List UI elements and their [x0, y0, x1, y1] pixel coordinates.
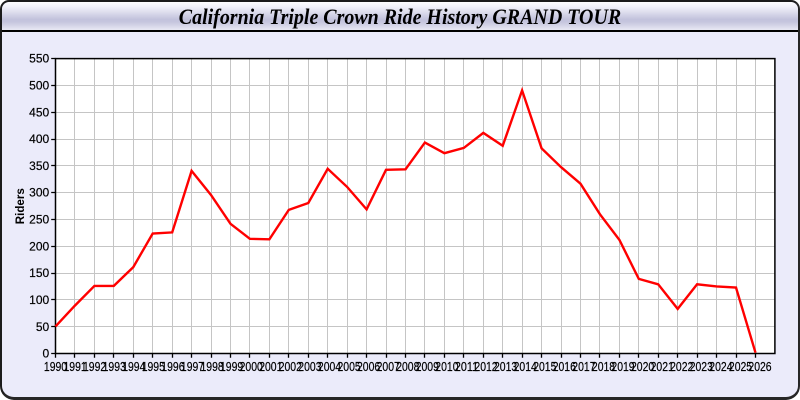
svg-text:2004: 2004 — [318, 359, 341, 374]
svg-text:2022: 2022 — [670, 359, 693, 374]
svg-text:2018: 2018 — [592, 359, 615, 374]
svg-text:2009: 2009 — [416, 359, 439, 374]
svg-text:150: 150 — [29, 266, 49, 280]
svg-text:2015: 2015 — [533, 359, 556, 374]
svg-text:2000: 2000 — [240, 359, 263, 374]
svg-text:2001: 2001 — [259, 359, 282, 374]
svg-text:400: 400 — [29, 132, 49, 146]
svg-text:2006: 2006 — [357, 359, 380, 374]
svg-text:0: 0 — [43, 347, 50, 361]
svg-text:2024: 2024 — [709, 359, 732, 374]
svg-text:1996: 1996 — [161, 359, 184, 374]
svg-text:2014: 2014 — [514, 359, 537, 374]
svg-text:350: 350 — [29, 159, 49, 173]
svg-text:2005: 2005 — [338, 359, 361, 374]
svg-text:450: 450 — [29, 105, 49, 119]
svg-text:2025: 2025 — [729, 359, 752, 374]
svg-text:1991: 1991 — [64, 359, 87, 374]
svg-text:100: 100 — [29, 293, 49, 307]
svg-text:2003: 2003 — [298, 359, 321, 374]
svg-text:1995: 1995 — [142, 359, 165, 374]
svg-text:2023: 2023 — [690, 359, 713, 374]
svg-text:1998: 1998 — [201, 359, 224, 374]
svg-text:550: 550 — [29, 52, 49, 66]
svg-text:1990: 1990 — [44, 359, 67, 374]
svg-text:2021: 2021 — [651, 359, 674, 374]
svg-text:2010: 2010 — [435, 359, 458, 374]
svg-text:1997: 1997 — [181, 359, 204, 374]
svg-text:1994: 1994 — [122, 359, 145, 374]
svg-text:2013: 2013 — [494, 359, 517, 374]
svg-text:2007: 2007 — [377, 359, 400, 374]
svg-text:250: 250 — [29, 213, 49, 227]
svg-text:2017: 2017 — [572, 359, 595, 374]
svg-text:300: 300 — [29, 186, 49, 200]
svg-text:2012: 2012 — [474, 359, 497, 374]
svg-text:2019: 2019 — [611, 359, 634, 374]
svg-text:2008: 2008 — [396, 359, 419, 374]
svg-text:2020: 2020 — [631, 359, 654, 374]
svg-text:1999: 1999 — [220, 359, 243, 374]
svg-text:50: 50 — [36, 320, 50, 334]
svg-text:500: 500 — [29, 79, 49, 93]
svg-text:2002: 2002 — [279, 359, 302, 374]
svg-text:2026: 2026 — [748, 359, 771, 374]
svg-text:Riders: Riders — [14, 188, 27, 224]
svg-text:2011: 2011 — [455, 359, 478, 374]
svg-text:1993: 1993 — [103, 359, 126, 374]
svg-text:1992: 1992 — [83, 359, 106, 374]
svg-text:200: 200 — [29, 239, 49, 253]
svg-text:2016: 2016 — [553, 359, 576, 374]
